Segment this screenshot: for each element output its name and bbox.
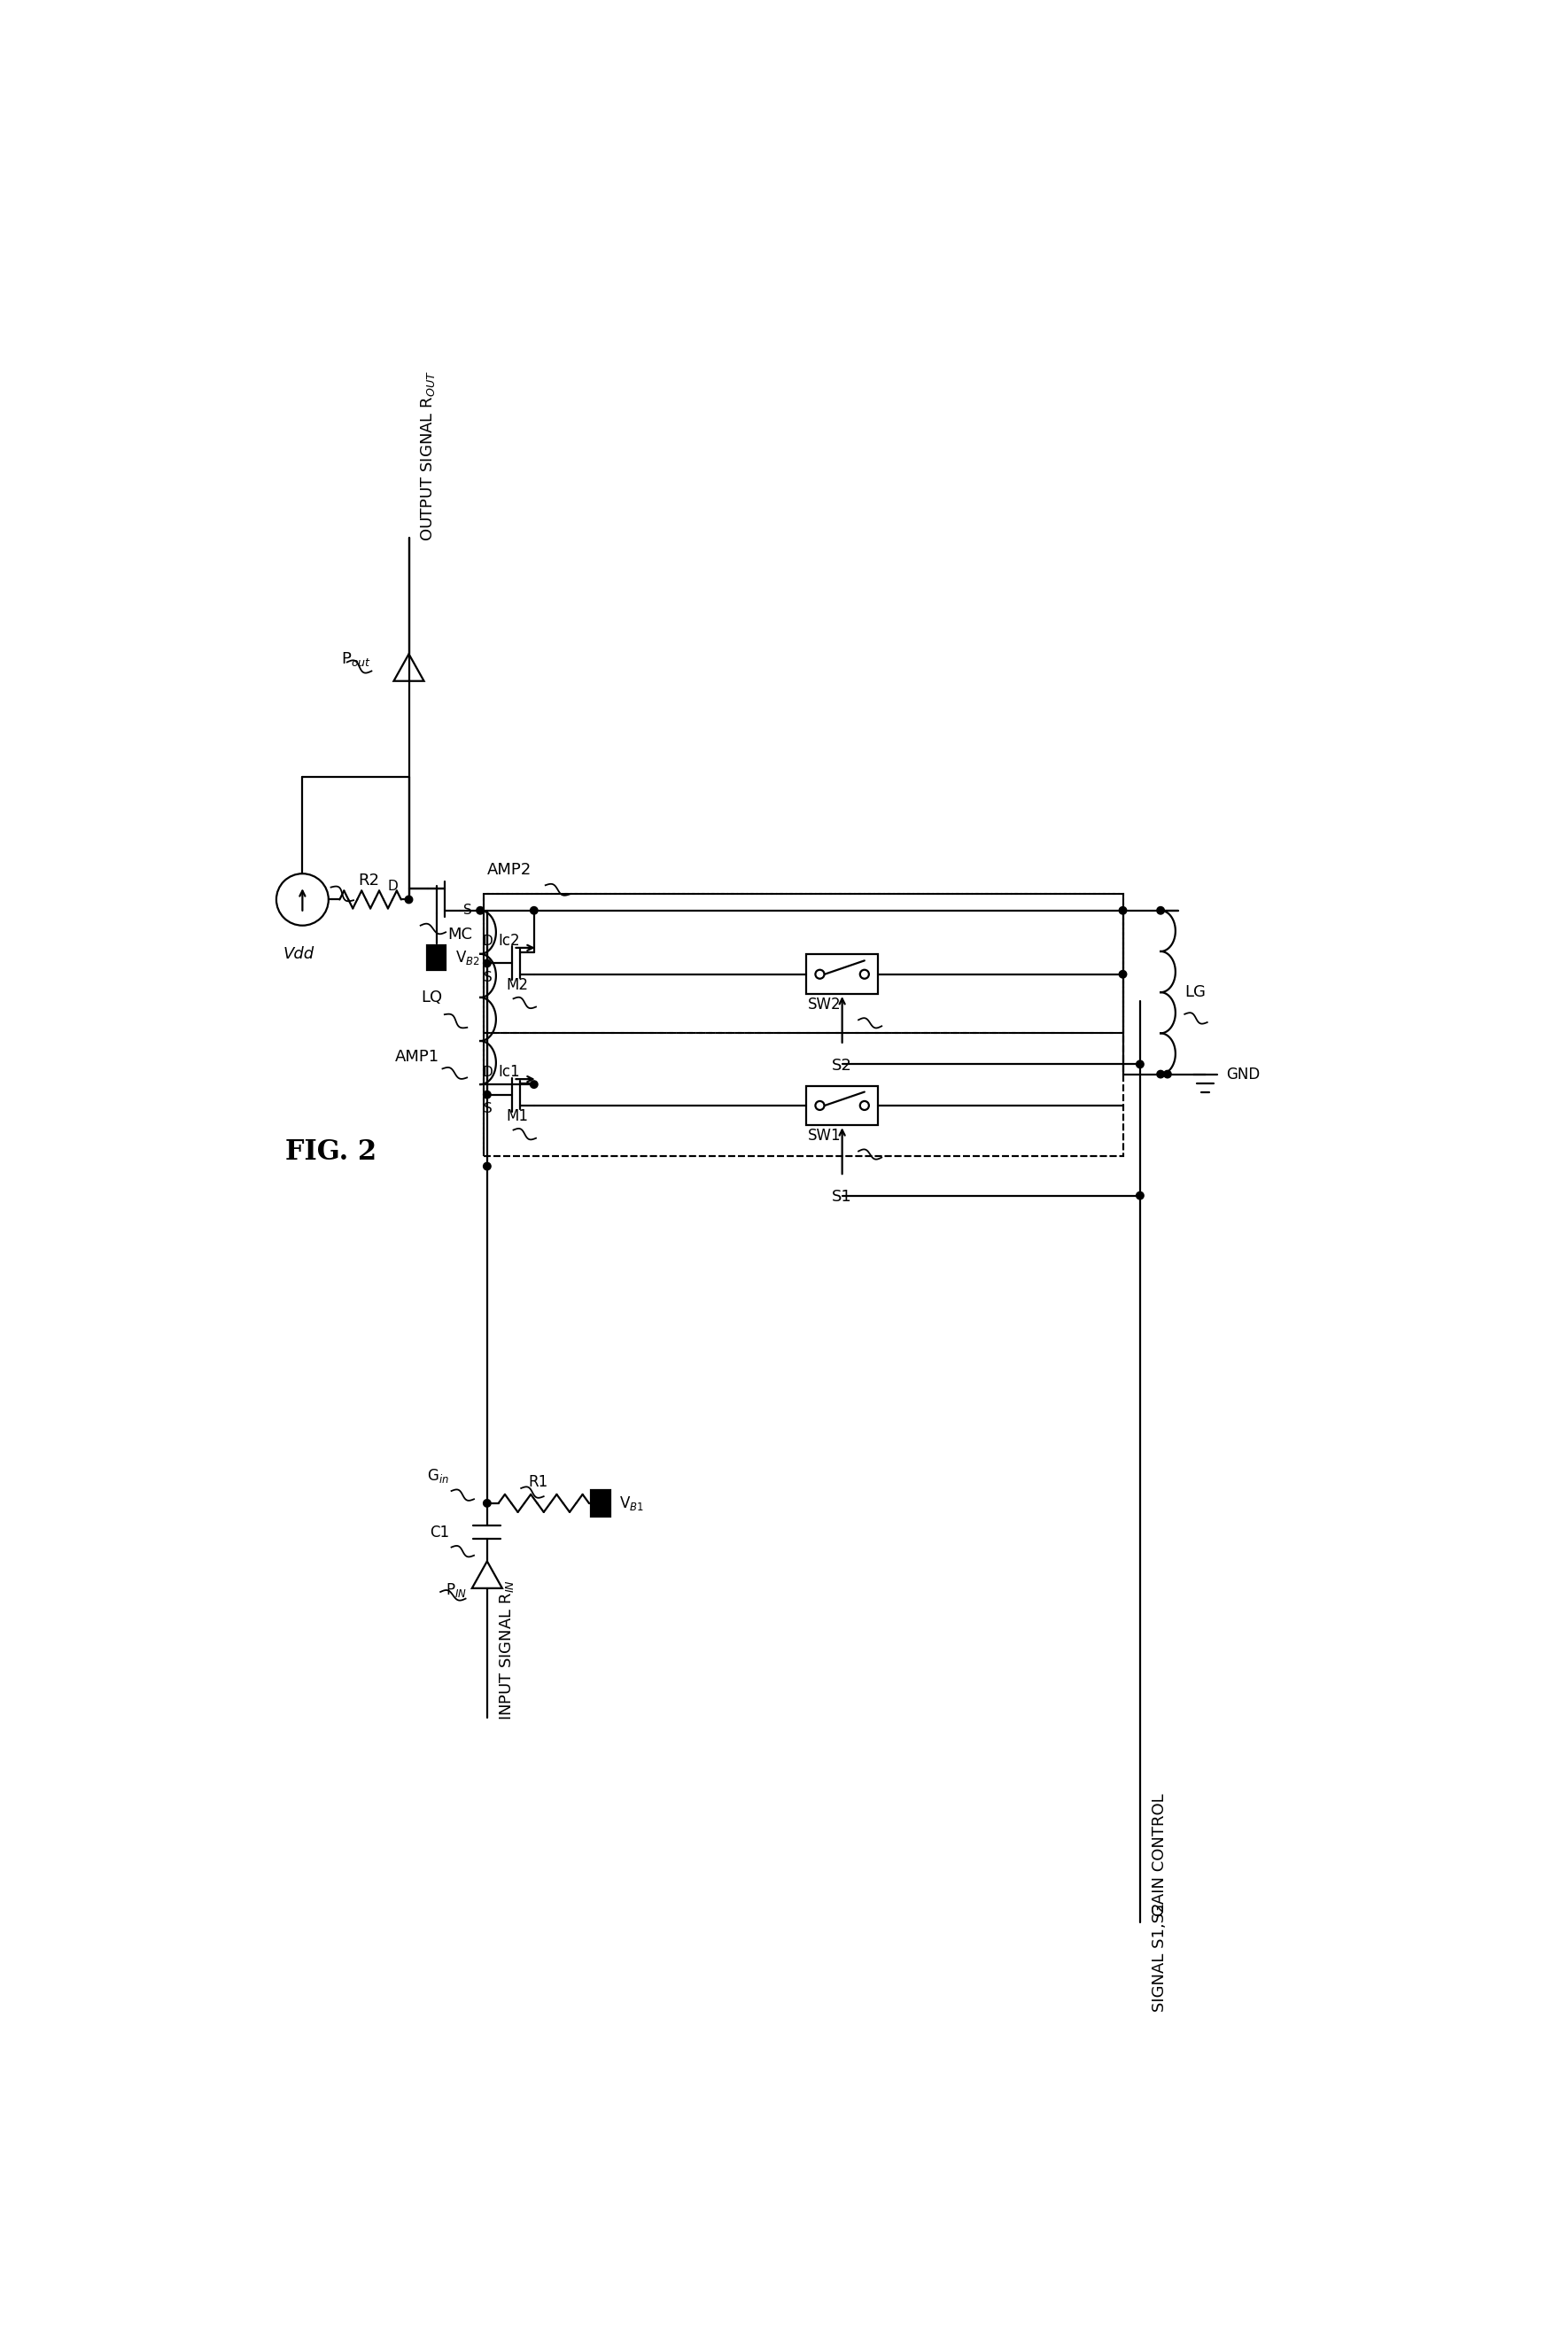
Text: D: D [483,1065,492,1080]
Text: S2: S2 [833,1058,853,1073]
Text: S: S [485,1103,492,1115]
Text: M2: M2 [506,976,528,993]
Text: G$_{in}$: G$_{in}$ [428,1468,450,1484]
Text: R2: R2 [358,873,379,889]
Bar [806,1087,878,1124]
Text: FIG. 2: FIG. 2 [285,1138,376,1167]
Text: SW2: SW2 [808,997,840,1014]
Text: AMP2: AMP2 [488,861,532,877]
Text: AMP1: AMP1 [395,1049,439,1065]
Text: V$_{B2}$: V$_{B2}$ [456,948,480,967]
Bar [483,1033,1123,1157]
Text: Ic1: Ic1 [499,1063,521,1080]
Circle shape [405,896,412,903]
Text: S1: S1 [833,1188,853,1204]
Text: LQ: LQ [422,990,442,1004]
Text: OUTPUT SIGNAL R$_{OUT}$: OUTPUT SIGNAL R$_{OUT}$ [419,372,437,541]
Text: MC: MC [448,927,474,943]
Circle shape [483,960,491,967]
Bar [426,946,445,969]
Circle shape [1157,1070,1165,1077]
Text: S: S [485,971,492,983]
Text: LG: LG [1185,985,1206,1000]
Bar [806,955,878,995]
Text: SIGNAL S1,S2: SIGNAL S1,S2 [1151,1903,1167,2011]
Circle shape [1137,1061,1143,1068]
Text: V$_{B1}$: V$_{B1}$ [619,1494,644,1512]
Text: D: D [483,934,492,948]
Circle shape [483,1501,491,1508]
Circle shape [1120,908,1127,915]
Text: M1: M1 [506,1108,528,1124]
Text: Ic2: Ic2 [499,934,521,948]
Circle shape [530,1080,538,1089]
Circle shape [1137,1192,1143,1200]
Text: S: S [463,903,472,917]
Circle shape [477,908,485,915]
Bar [591,1491,610,1517]
Text: SW1: SW1 [808,1129,840,1143]
Bar [483,894,1123,1157]
Text: P$_{out}$: P$_{out}$ [340,652,372,668]
Text: D: D [387,880,398,891]
Circle shape [1120,971,1127,978]
Text: Vdd: Vdd [284,946,315,962]
Circle shape [1163,1070,1171,1077]
Circle shape [530,908,538,915]
Bar [483,894,1123,1033]
Text: GAIN CONTROL: GAIN CONTROL [1151,1792,1167,1917]
Circle shape [1157,908,1165,915]
Text: C1: C1 [430,1524,450,1541]
Text: INPUT SIGNAL R$_{IN}$: INPUT SIGNAL R$_{IN}$ [497,1581,516,1719]
Circle shape [483,1091,491,1098]
Text: R1: R1 [528,1475,547,1489]
Text: GND: GND [1226,1065,1259,1082]
Text: P$_{IN}$: P$_{IN}$ [445,1581,467,1599]
Circle shape [483,1162,491,1169]
